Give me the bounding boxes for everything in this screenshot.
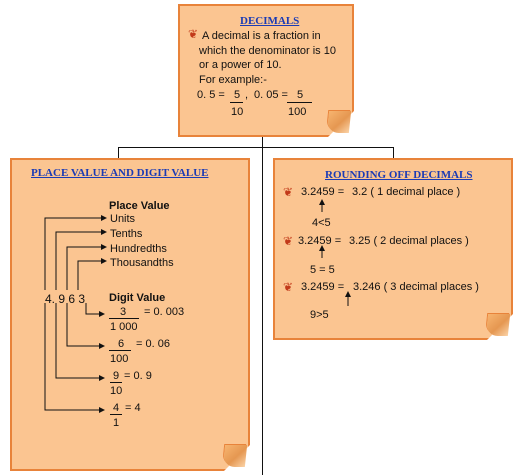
digit-value-2-numerator: 6 [118,338,125,350]
rounding-row-2-left: 3.2459 = [298,235,342,247]
place-thousandths: Thousandths [110,257,174,269]
digit-value-1-fraction-bar [109,318,139,319]
example-1-numerator: 5 [234,89,241,101]
definition-line-1: A decimal is a fraction in [202,30,321,42]
example-label: For example:- [199,74,267,86]
rounding-row-3-left: 3.2459 = [301,281,345,293]
digit-value-3-numerator: 9 [113,370,120,382]
example-2-denominator: 100 [288,106,307,118]
example-2-fraction-bar [287,102,312,103]
rounding-row-3-right: 3.246 ( 3 decimal places ) [353,281,479,293]
rounding-condition-2: 5 = 5 [310,264,335,276]
decorative-bullet-icon: ❦ [188,27,199,41]
decimals-title: DECIMALS [240,15,300,27]
connector-right-drop [393,147,394,159]
rounding-row-1-right: 3.2 ( 1 decimal place ) [352,186,461,198]
digit-value-1-result: = 0. 003 [144,306,185,318]
rounding-row-2-right: 3.25 ( 2 decimal places ) [349,235,469,247]
decorative-bullet-icon: ❦ [283,234,294,248]
example-1-left: 0. 5 = [197,89,225,101]
digit-value-2-fraction-bar [109,350,131,351]
digit-value-2-result: = 0. 06 [136,338,170,350]
rounding-condition-3: 9>5 [310,309,329,321]
digit-value-4-denominator: 1 [113,417,120,429]
decimal-number: 4. 9 6 3 [45,292,86,306]
digit-value-1-numerator: 3 [120,306,127,318]
rounding-row-1-left: 3.2459 = [301,186,345,198]
digit-value-3-fraction-bar [110,382,122,383]
connector-horizontal [118,147,394,148]
digit-value-heading: Digit Value [109,292,166,304]
connector-left-drop [118,147,119,159]
rounding-note: ROUNDING OFF DECIMALS ❦ 3.2459 = 3.2 ( 1… [273,158,513,340]
connector-vertical-top [262,136,263,148]
example-1-fraction-bar [230,102,243,103]
definition-line-3: or a power of 10. [199,59,282,71]
example-2-left: 0. 05 = [254,89,288,101]
place-value-heading: Place Value [109,200,170,212]
digit-value-4-result: = 4 [125,402,141,414]
digit-value-3-result: = 0. 9 [124,370,152,382]
connector-vertical-main [262,147,263,475]
rounding-condition-1: 4<5 [312,217,331,229]
place-units: Units [110,213,136,225]
decorative-bullet-icon: ❦ [283,185,294,199]
place-hundredths: Hundredths [110,243,167,255]
rounding-title: ROUNDING OFF DECIMALS [325,169,473,181]
decorative-bullet-icon: ❦ [283,280,294,294]
digit-value-4-fraction-bar [110,414,122,415]
example-2-numerator: 5 [297,89,304,101]
digit-value-4-numerator: 4 [113,402,120,414]
example-separator: , [245,89,249,101]
decimals-note: DECIMALS ❦ A decimal is a fraction in wh… [178,4,354,137]
digit-value-2-denominator: 100 [110,353,129,365]
definition-line-2: which the denominator is 10 [199,45,336,57]
example-1-denominator: 10 [231,106,244,118]
digit-value-1-denominator: 1 000 [110,321,138,333]
place-value-note: PLACE VALUE AND DIGIT VALUE Place Value … [10,158,250,471]
place-value-title: PLACE VALUE AND DIGIT VALUE [31,167,209,179]
place-tenths: Tenths [110,228,143,240]
digit-value-3-denominator: 10 [110,385,123,397]
